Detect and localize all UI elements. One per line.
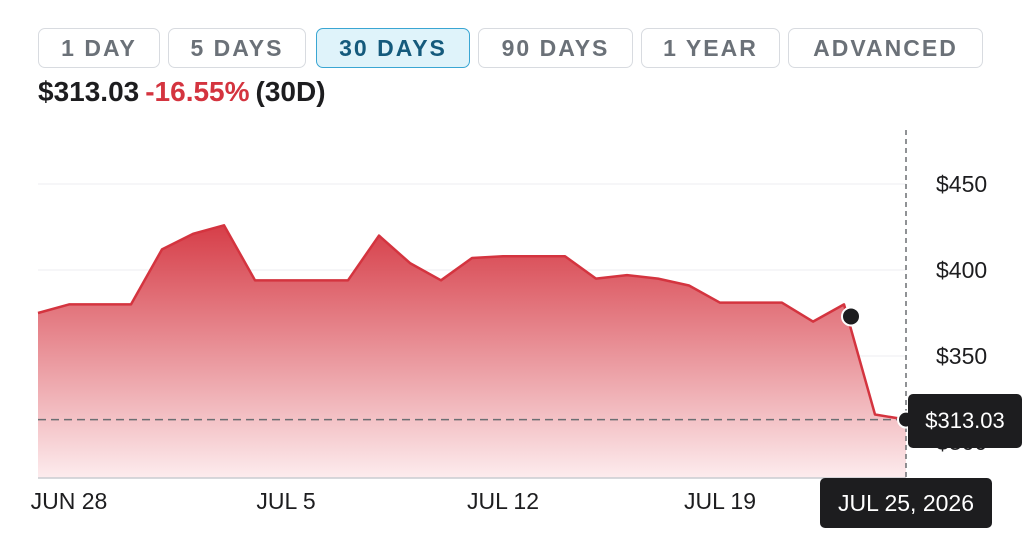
y-tick-label: $400	[936, 257, 987, 283]
price-change: -16.55%	[145, 76, 250, 107]
tab-1-year[interactable]: 1 YEAR	[641, 28, 780, 68]
data-point-marker	[841, 306, 861, 327]
tab-30-days[interactable]: 30 DAYS	[316, 28, 470, 68]
x-tick-label: JUL 5	[256, 488, 315, 514]
change-period: (30D)	[255, 76, 326, 107]
price-line	[37, 224, 907, 421]
current-price: $313.03	[38, 76, 140, 107]
price-tooltip: $313.03	[908, 394, 1022, 448]
range-selector: 1 DAY 5 DAYS 30 DAYS 90 DAYS 1 YEAR ADVA…	[0, 0, 1024, 80]
date-tooltip: JUL 25, 2026	[820, 478, 992, 528]
tab-90-days[interactable]: 90 DAYS	[478, 28, 633, 68]
price-header: $313.03 -16.55% (30D)	[38, 76, 326, 108]
x-tick-label: JUL 12	[467, 488, 539, 514]
x-tick-label: JUL 19	[684, 488, 756, 514]
tab-5-days[interactable]: 5 DAYS	[168, 28, 306, 68]
y-tick-label: $350	[936, 343, 987, 369]
y-tick-label: $450	[936, 171, 987, 197]
tab-advanced[interactable]: ADVANCED	[788, 28, 983, 68]
x-tick-label: JUN 28	[31, 488, 108, 514]
price-area	[38, 225, 906, 478]
tab-1-day[interactable]: 1 DAY	[38, 28, 160, 68]
